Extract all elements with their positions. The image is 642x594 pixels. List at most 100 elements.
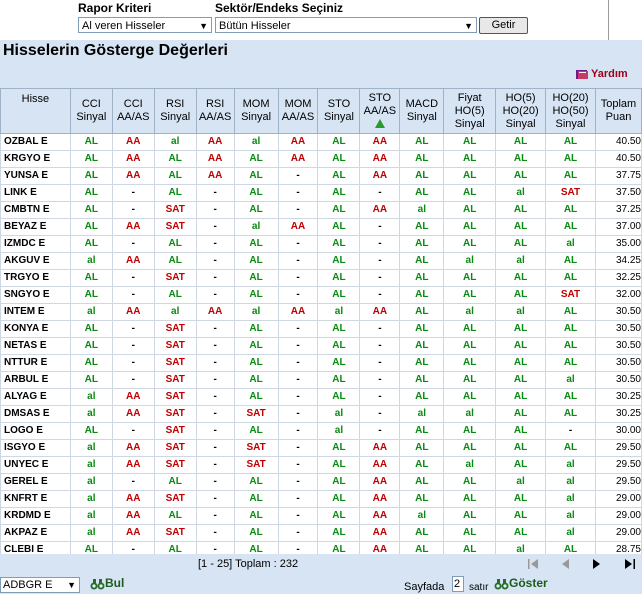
signal-cell: -	[111, 371, 155, 389]
column-header-label: AA/AS	[363, 104, 397, 117]
signal-cell: AL	[443, 388, 497, 406]
prev-page-icon[interactable]	[560, 558, 570, 573]
column-header: Toplam Puan	[594, 88, 642, 134]
column-header: MOM AA/AS	[277, 88, 319, 134]
table-row[interactable]: TRGYO E AL - SAT - AL - AL - AL AL AL AL 32.25	[0, 269, 642, 287]
table-row[interactable]: LINK E AL - AL - AL - AL - AL AL al SAT 37.50	[0, 184, 642, 202]
table-row[interactable]: SNGYO E AL - AL - AL - AL - AL AL AL SAT 32.00	[0, 286, 642, 304]
help-link[interactable]: Yardım	[575, 68, 628, 84]
signal-cell: AL	[545, 167, 596, 185]
signal-cell: -	[277, 473, 319, 491]
signal-cell: al	[69, 303, 113, 321]
column-header-label: Sinyal	[555, 117, 586, 130]
signal-cell: -	[111, 354, 155, 372]
signal-cell: -	[277, 422, 319, 440]
signal-cell: -	[195, 286, 235, 304]
signal-cell: -	[277, 320, 319, 338]
per-page-input[interactable]: 2	[452, 576, 464, 592]
signal-cell: al	[69, 456, 113, 474]
signal-cell: AL	[443, 133, 497, 151]
stock-select[interactable]: ADBGR E ▼	[0, 577, 80, 593]
signal-cell: AL	[233, 490, 279, 508]
signal-cell: AL	[233, 320, 279, 338]
signal-cell: -	[195, 354, 235, 372]
column-header-label: Sinyal	[160, 111, 191, 123]
signal-cell: al	[233, 218, 279, 236]
signal-cell: SAT	[153, 320, 197, 338]
total-score: 29.00	[594, 490, 642, 508]
table-row[interactable]: BEYAZ E AL AA SAT - al AA AL - AL AL AL AL 37.00	[0, 218, 642, 236]
column-header-label: MOM	[284, 98, 312, 110]
total-score: 29.50	[594, 439, 642, 457]
range-info: [1 - 25] Toplam : 232	[198, 558, 299, 570]
table-row[interactable]: KRGYO E AL AA AL AA AL AA AL AA AL AL AL AL 40.50	[0, 150, 642, 168]
signal-cell: AL	[495, 320, 547, 338]
table-row[interactable]: CMBTN E AL - SAT - AL - AL AA al AL AL AL 37.25	[0, 201, 642, 219]
column-header-label: Sinyal	[406, 111, 437, 123]
table-row[interactable]: OZBAL E AL AA al AA al AA AL AA AL AL AL AL 40.50	[0, 133, 642, 151]
column-header-label: MACD	[405, 98, 439, 110]
signal-cell: -	[195, 371, 235, 389]
first-page-icon[interactable]	[527, 558, 539, 573]
signal-cell: AL	[443, 184, 497, 202]
stock-symbol: DMSAS E	[0, 405, 71, 423]
table-row[interactable]: NTTUR E AL - SAT - AL - AL - AL AL AL AL 30.50	[0, 354, 642, 372]
table-row[interactable]: LOGO E AL - SAT - AL - al - AL AL AL -30.00	[0, 422, 642, 440]
signal-cell: -	[359, 269, 401, 287]
table-row[interactable]: ARBUL E AL - SAT - AL - AL - AL AL AL al 30.50	[0, 371, 642, 389]
signal-cell: AA	[111, 405, 155, 423]
total-score: 37.25	[594, 201, 642, 219]
last-page-icon[interactable]	[624, 558, 636, 573]
column-header: RSI Sinyal	[153, 88, 197, 134]
signal-cell: al	[69, 252, 113, 270]
table-row[interactable]: YUNSA E AL AA AL AA AL - AL AA AL AL AL AL 37.75	[0, 167, 642, 185]
column-header: STO AA/AS	[359, 88, 401, 134]
signal-cell: AL	[69, 286, 113, 304]
next-page-icon[interactable]	[592, 558, 602, 573]
signal-cell: SAT	[153, 405, 197, 423]
table-row[interactable]: KONYA E AL - SAT - AL - AL - AL AL AL AL 30.50	[0, 320, 642, 338]
signal-cell: AA	[111, 167, 155, 185]
table-row[interactable]: IZMDC E AL - AL - AL - AL - AL AL AL al 35.00	[0, 235, 642, 253]
column-header-label: Sinyal	[505, 117, 536, 130]
total-score: 40.50	[594, 133, 642, 151]
sector-select[interactable]: Bütün Hisseler ▼	[215, 17, 477, 33]
signal-cell: AA	[359, 150, 401, 168]
find-button[interactable]: Bul	[90, 576, 124, 591]
table-row[interactable]: NETAS E AL - SAT - AL - AL - AL AL AL AL 30.50	[0, 337, 642, 355]
signal-cell: AA	[277, 150, 319, 168]
help-label: Yardım	[591, 68, 628, 80]
total-score: 30.50	[594, 303, 642, 321]
getir-button[interactable]: Getir	[479, 17, 528, 34]
signal-cell: -	[277, 524, 319, 542]
report-criteria-select[interactable]: Al veren Hisseler ▼	[78, 17, 212, 33]
signal-cell: AL	[399, 439, 445, 457]
column-header-label: Hisse	[21, 93, 50, 105]
stock-symbol: KRDMD E	[0, 507, 71, 525]
signal-cell: -	[195, 252, 235, 270]
stock-symbol: YUNSA E	[0, 167, 71, 185]
signal-cell: AL	[545, 320, 596, 338]
per-page-label: Sayfada	[404, 581, 445, 593]
signal-cell: AL	[317, 490, 361, 508]
chevron-down-icon: ▼	[464, 21, 473, 31]
signal-cell: AA	[111, 507, 155, 525]
signal-cell: AL	[317, 252, 361, 270]
signal-cell: al	[233, 303, 279, 321]
show-button[interactable]: Göster	[494, 576, 548, 591]
signal-cell: AL	[153, 150, 197, 168]
signal-cell: AL	[545, 303, 596, 321]
table-body: OZBAL E AL AA al AA al AA AL AA AL AL AL AL 40.50 KRGY…	[0, 133, 642, 559]
signal-cell: AA	[111, 133, 155, 151]
signal-cell: AL	[317, 388, 361, 406]
